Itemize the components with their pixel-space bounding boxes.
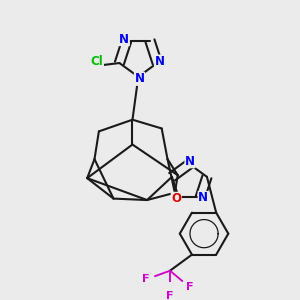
Text: F: F — [166, 291, 174, 300]
Text: O: O — [171, 192, 181, 206]
Text: F: F — [186, 282, 193, 292]
Text: N: N — [185, 155, 195, 168]
Text: N: N — [119, 33, 129, 46]
Text: Cl: Cl — [91, 56, 103, 68]
Text: N: N — [198, 191, 208, 205]
Text: F: F — [142, 274, 150, 284]
Text: N: N — [154, 55, 164, 68]
Text: N: N — [134, 72, 145, 85]
